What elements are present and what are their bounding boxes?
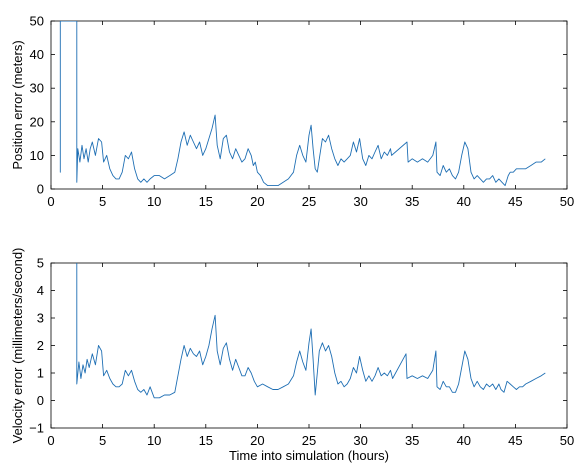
- series-line: [76, 263, 546, 399]
- plot-frame: [50, 20, 568, 190]
- x-tick-label: 15: [199, 433, 213, 448]
- x-tick-label: 35: [405, 194, 419, 209]
- x-tick-label: 45: [508, 433, 522, 448]
- y-tick-label: 3: [37, 311, 44, 326]
- x-tick-label: 35: [405, 433, 419, 448]
- x-tick-label: 10: [147, 194, 161, 209]
- y-tick-label: 20: [30, 114, 44, 129]
- position-error-panel: 0 5 10 15 20 25 30 35 40 45 50 0 10 20 30 40 50 Position …: [10, 14, 574, 210]
- y-axis-label: Velocity error (millimeters/second): [10, 248, 25, 444]
- x-tick-label: 30: [353, 194, 367, 209]
- x-tick-label: 5: [99, 433, 106, 448]
- y-tick-label: 5: [37, 256, 44, 271]
- y-tick-label: 10: [30, 148, 44, 163]
- x-tick-label: 20: [250, 433, 264, 448]
- x-tick-label: 0: [47, 433, 54, 448]
- y-tick-label: 4: [37, 283, 44, 298]
- y-tick-label: 50: [30, 14, 44, 29]
- x-tick-label: 50: [560, 433, 574, 448]
- x-tick-label: 15: [199, 194, 213, 209]
- x-tick-label: 25: [302, 194, 316, 209]
- y-axis-label: Position error (meters): [10, 40, 25, 169]
- y-tick-label: 30: [30, 81, 44, 96]
- y-tick-label: 1: [37, 366, 44, 381]
- x-axis-label: Time into simulation (hours): [229, 448, 389, 463]
- x-tick-label: 40: [457, 433, 471, 448]
- y-tick-label: 0: [37, 182, 44, 197]
- x-tick-label: 0: [47, 194, 54, 209]
- x-tick-label: 20: [250, 194, 264, 209]
- x-tick-label: 10: [147, 433, 161, 448]
- y-tick-label: 40: [30, 47, 44, 62]
- y-tick-label: 0: [37, 393, 44, 408]
- x-tick-label: 30: [353, 433, 367, 448]
- x-tick-label: 40: [457, 194, 471, 209]
- x-tick-label: 5: [99, 194, 106, 209]
- x-tick-label: 25: [302, 433, 316, 448]
- y-tick-label: 2: [37, 338, 44, 353]
- y-tick-label: −1: [29, 421, 44, 436]
- series-line: [59, 21, 546, 187]
- x-tick-label: 45: [508, 194, 522, 209]
- x-tick-label: 50: [560, 194, 574, 209]
